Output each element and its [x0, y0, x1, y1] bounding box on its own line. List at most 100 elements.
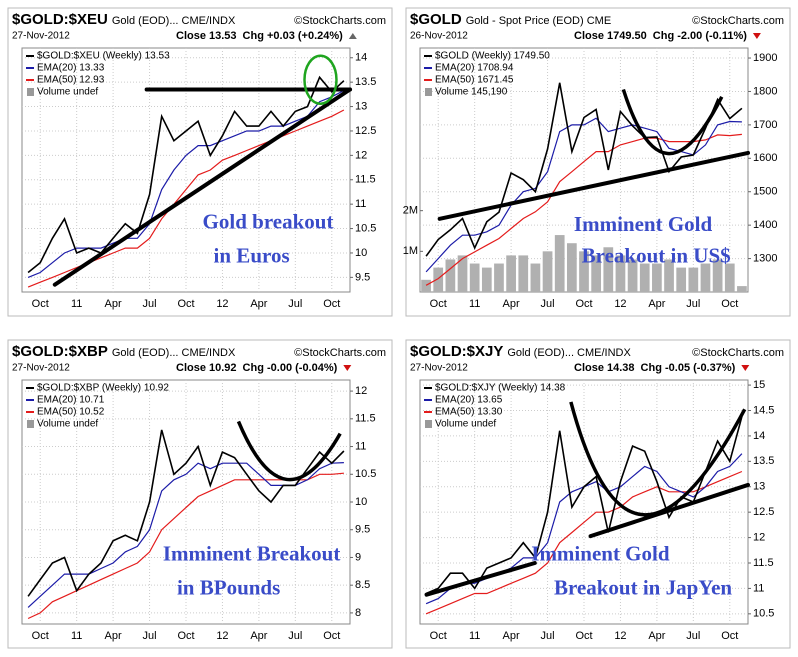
x-tick-label: Oct	[32, 298, 49, 310]
volume-bar	[615, 255, 626, 292]
y-tick-label: 1400	[753, 219, 777, 231]
legend-note: Volume 145,190	[435, 87, 508, 98]
trend-line	[52, 87, 352, 287]
close-label: Close 1749.50	[574, 30, 647, 42]
annotation: in Euros	[214, 244, 290, 268]
chart-panel: $GOLD:$XBP Gold (EOD)... CME/INDX ©StockCh…	[7, 339, 393, 649]
y-tick-label: 12.5	[355, 125, 376, 137]
volume-bar	[603, 247, 614, 292]
change-arrow	[752, 33, 761, 39]
volume-bar	[627, 259, 638, 292]
ema-line	[425, 117, 742, 273]
cup-arc	[621, 88, 724, 156]
x-tick-label: Jul	[143, 630, 157, 642]
y-tick-label: 11.5	[355, 413, 376, 425]
y-tick-label: 9.5	[355, 524, 370, 536]
annotation: Imminent Gold	[574, 212, 713, 236]
change-label: Chg +0.03 (+0.24%)	[243, 30, 344, 42]
legend-label: EMA(20) 13.33	[37, 63, 105, 74]
volume-bar	[712, 259, 723, 292]
x-tick-label: Apr	[105, 298, 122, 310]
volume-bar	[494, 263, 504, 292]
volume-bar	[481, 267, 492, 292]
ema-line	[27, 89, 345, 278]
y-tick-label: 10.5	[355, 222, 376, 234]
chart-panel: $GOLD:$XEU Gold (EOD)... CME/INDX ©StockCh…	[7, 7, 393, 317]
y-tick-label: 13	[355, 100, 367, 112]
source: ©StockCharts.com	[692, 15, 784, 27]
legend-label: $GOLD:$XBP (Weekly) 10.92	[37, 383, 169, 394]
chart-subtitle: Gold (EOD)... CME/INDX	[112, 347, 236, 359]
legend-swatch	[27, 88, 34, 96]
volume-bar	[518, 255, 529, 292]
y-tick-label: 1500	[753, 186, 777, 198]
change-arrow	[741, 365, 750, 371]
y-tick-label: 10.5	[753, 608, 774, 620]
ema-line	[425, 133, 742, 286]
legend-swatch	[425, 420, 432, 428]
date: 26-Nov-2012	[410, 31, 468, 42]
volume-bar	[688, 267, 699, 292]
volume-bar	[676, 267, 687, 292]
volume-bar	[445, 259, 456, 292]
legend-note: Volume undef	[435, 419, 496, 430]
volume-bar	[530, 263, 541, 292]
date: 27-Nov-2012	[410, 363, 468, 374]
legend-swatch	[425, 88, 432, 96]
y-tick-label: 14	[753, 430, 765, 442]
y-tick-label: 1600	[753, 152, 777, 164]
chart-panel: $GOLD:$XJY Gold (EOD)... CME/INDX ©StockCh…	[405, 339, 791, 649]
x-tick-label: Apr	[105, 630, 122, 642]
y-tick-label: 14.5	[753, 404, 774, 416]
chart-title: $GOLD	[410, 11, 462, 28]
legend-label: EMA(50) 10.52	[37, 407, 105, 418]
legend-label: EMA(50) 1671.45	[435, 75, 514, 86]
volume-bar	[591, 255, 602, 292]
legend-label: $GOLD (Weekly) 1749.50	[435, 51, 550, 62]
trend-line	[424, 561, 537, 597]
x-tick-label: Jul	[686, 298, 700, 310]
date: 27-Nov-2012	[12, 31, 70, 42]
y-tick-label: 10.5	[355, 468, 376, 480]
y-tick-label: 15	[753, 379, 765, 391]
legend-label: $GOLD:$XEU (Weekly) 13.53	[37, 51, 170, 62]
x-tick-label: Oct	[430, 298, 447, 310]
x-tick-label: 11	[71, 298, 82, 310]
legend-note: Volume undef	[37, 419, 98, 430]
x-tick-label: 12	[216, 630, 228, 642]
legend-note: Volume undef	[37, 87, 98, 98]
x-tick-label: Apr	[503, 298, 520, 310]
close-label: Close 13.53	[176, 30, 237, 42]
annotation: Breakout in US$	[582, 244, 731, 268]
y-tick-label: 12	[355, 385, 367, 397]
volume-bar	[579, 251, 589, 292]
volume-bar	[457, 255, 468, 292]
y-tick-label: 1300	[753, 252, 777, 264]
volume-bar	[469, 263, 480, 292]
x-tick-label: 12	[614, 298, 626, 310]
cup-arc	[236, 420, 342, 482]
legend-label: EMA(20) 13.65	[435, 395, 503, 406]
annotation: Gold breakout	[203, 209, 334, 233]
highlight-ring	[303, 54, 338, 105]
legend-label: EMA(50) 12.93	[37, 75, 105, 86]
volume-bar	[433, 267, 444, 292]
price-line	[425, 82, 743, 257]
chart-subtitle: Gold (EOD)... CME/INDX	[112, 15, 236, 27]
x-tick-label: Jul	[541, 298, 555, 310]
x-tick-label: Apr	[250, 298, 267, 310]
legend-label: $GOLD:$XJY (Weekly) 14.38	[435, 383, 566, 394]
x-tick-label: Oct	[721, 298, 738, 310]
annotation: in BPounds	[177, 576, 280, 600]
source: ©StockCharts.com	[294, 15, 386, 27]
y-tick-label: 11	[355, 198, 366, 210]
x-tick-label: Oct	[323, 630, 340, 642]
price-line	[27, 429, 345, 597]
y-tick-label: 11	[355, 440, 366, 452]
volume-bar	[506, 255, 516, 292]
volume-bar	[724, 263, 735, 292]
x-tick-label: Oct	[177, 298, 194, 310]
chart-subtitle: Gold (EOD)... CME/INDX	[507, 347, 631, 359]
x-tick-label: 11	[469, 630, 480, 642]
x-tick-label: Jul	[541, 630, 555, 642]
